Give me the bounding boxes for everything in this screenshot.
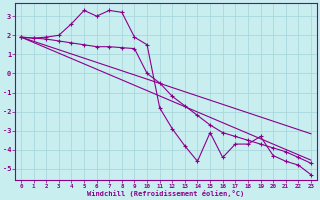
X-axis label: Windchill (Refroidissement éolien,°C): Windchill (Refroidissement éolien,°C) <box>87 190 244 197</box>
